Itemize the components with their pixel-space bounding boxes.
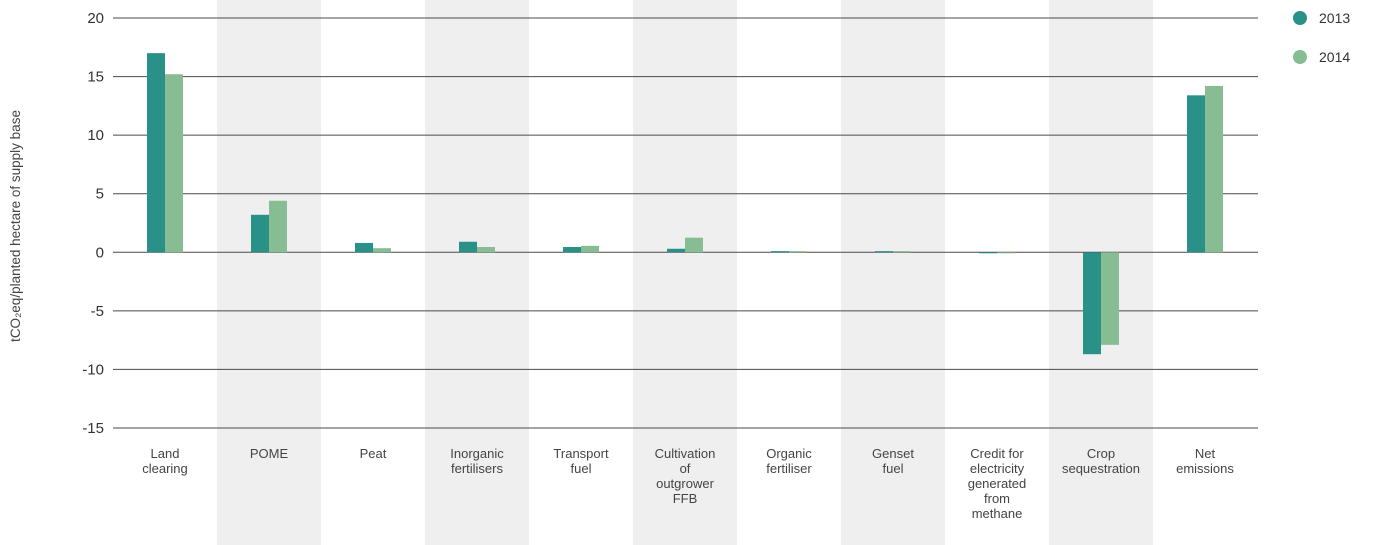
bar-2013-7 bbox=[875, 251, 893, 253]
legend-label: 2014 bbox=[1319, 49, 1350, 65]
category-label: Credit for electricity generated from methan… bbox=[968, 446, 1027, 521]
category-label: Transport fuel bbox=[553, 446, 609, 476]
category-label: POME bbox=[250, 446, 289, 461]
column-shade-5 bbox=[633, 0, 737, 545]
bar-2013-9 bbox=[1083, 252, 1101, 355]
bar-2013-5 bbox=[667, 248, 685, 253]
y-tick-label: 10 bbox=[87, 127, 104, 144]
category-label: Peat bbox=[360, 446, 387, 461]
bar-2014-8 bbox=[997, 252, 1015, 254]
y-tick-label: 5 bbox=[96, 186, 104, 203]
legend-label: 2013 bbox=[1319, 10, 1350, 26]
column-shade-1 bbox=[217, 0, 321, 545]
y-tick-label: 20 bbox=[87, 10, 104, 27]
legend: 2013 2014 bbox=[1293, 10, 1350, 65]
y-tick-label: -15 bbox=[82, 420, 104, 437]
category-labels: Land clearing POME Peat Inorganic fertilisers… bbox=[142, 446, 1234, 521]
bar-2013-8 bbox=[979, 252, 997, 254]
legend-swatch-2013 bbox=[1293, 11, 1307, 25]
legend-swatch-2014 bbox=[1293, 50, 1307, 64]
category-label: Land clearing bbox=[142, 446, 188, 476]
bar-2013-10 bbox=[1187, 95, 1205, 253]
bar-2014-2 bbox=[373, 248, 391, 253]
bar-2013-3 bbox=[459, 241, 477, 253]
bar-2013-4 bbox=[563, 247, 581, 253]
y-tick-labels: 20 15 10 5 0 -5 -10 -15 bbox=[82, 10, 104, 437]
bar-2014-3 bbox=[477, 247, 495, 253]
bar-2014-1 bbox=[269, 200, 287, 253]
bar-2014-6 bbox=[789, 251, 807, 253]
bar-2013-1 bbox=[251, 214, 269, 253]
y-tick-label: -10 bbox=[82, 361, 104, 378]
category-label: Net emissions bbox=[1176, 446, 1234, 476]
category-label: Cultivation of outgrower FFB bbox=[655, 446, 716, 506]
bars bbox=[147, 53, 1223, 355]
column-shade-3 bbox=[425, 0, 529, 545]
y-tick-label: 0 bbox=[96, 244, 104, 261]
bar-2013-0 bbox=[147, 53, 165, 253]
y-tick-label: -5 bbox=[91, 303, 104, 320]
category-label: Crop sequestration bbox=[1062, 446, 1140, 476]
gridlines bbox=[113, 17, 1258, 429]
category-label: Inorganic fertilisers bbox=[450, 446, 504, 476]
bar-2014-0 bbox=[165, 74, 183, 253]
bar-2013-6 bbox=[771, 251, 789, 253]
bar-2014-7 bbox=[893, 251, 911, 253]
y-tick-label: 15 bbox=[87, 69, 104, 86]
bar-2014-5 bbox=[685, 237, 703, 253]
bar-2014-9 bbox=[1101, 252, 1119, 345]
bar-2014-10 bbox=[1205, 85, 1223, 253]
category-label: Organic fertiliser bbox=[766, 446, 812, 476]
bar-2013-2 bbox=[355, 242, 373, 253]
column-shade-7 bbox=[841, 0, 945, 545]
y-axis-label: tCO₂eq/planted hectare of supply base bbox=[8, 110, 23, 342]
category-label: Genset fuel bbox=[872, 446, 914, 476]
bar-2014-4 bbox=[581, 245, 599, 253]
